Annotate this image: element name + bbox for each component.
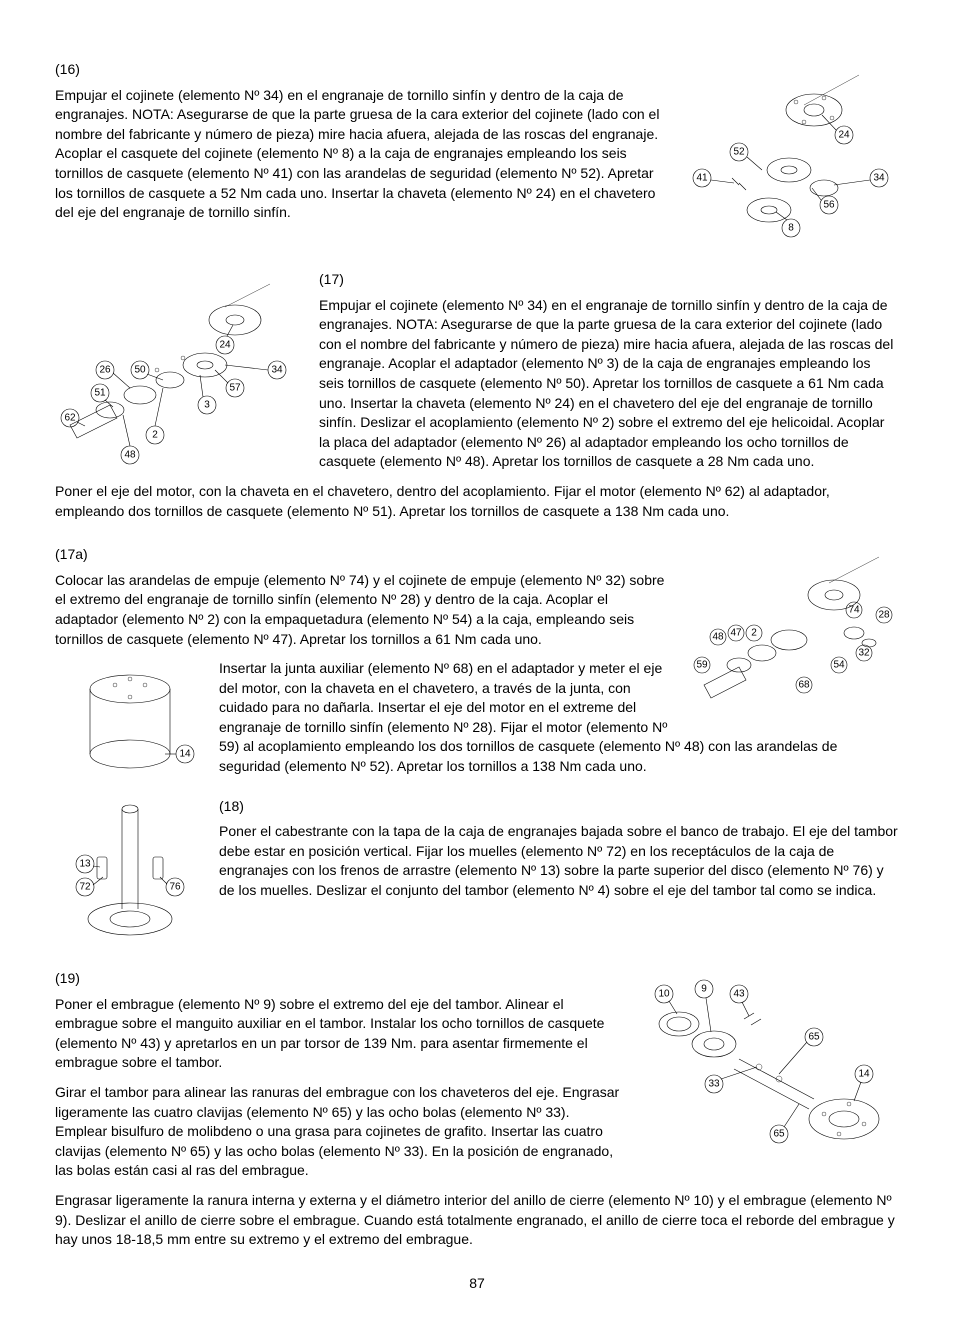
callout-76: 76: [169, 882, 181, 893]
callout-48: 48: [124, 450, 136, 461]
callout-3: 3: [204, 400, 210, 411]
callout-50: 50: [134, 365, 146, 376]
callout-24: 24: [838, 130, 850, 141]
callout-65: 65: [808, 1032, 820, 1043]
callout-26: 26: [99, 365, 111, 376]
callout-8: 8: [788, 223, 794, 234]
callout-57: 57: [229, 383, 241, 394]
figure-16: 24 52 41 34 56 8: [684, 60, 899, 250]
callout-74: 74: [848, 605, 860, 616]
callout-9: 9: [701, 984, 707, 995]
callout-34b: 34: [271, 365, 283, 376]
callout-2: 2: [152, 430, 158, 441]
figure-17: 24 26 50 51 62 2 48 34 57 3: [55, 270, 305, 470]
page-number: 87: [55, 1274, 899, 1294]
step-19-p3: Engrasar ligeramente la ranura interna y…: [55, 1191, 899, 1250]
section-19: 10 9 43 65 33 14 65 (19) Poner el embrag…: [55, 969, 899, 1260]
callout-54: 54: [833, 660, 845, 671]
callout-59: 59: [696, 660, 708, 671]
callout-48b: 48: [712, 632, 724, 643]
callout-14b: 14: [858, 1069, 870, 1080]
callout-52: 52: [733, 147, 745, 158]
callout-51: 51: [94, 388, 106, 399]
callout-65b: 65: [773, 1129, 785, 1140]
figure-19: 10 9 43 65 33 14 65: [639, 969, 899, 1169]
callout-72: 72: [79, 882, 91, 893]
callout-10: 10: [658, 989, 670, 1000]
callout-62: 62: [64, 413, 76, 424]
section-16: 24 52 41 34 56 8 (16) Empujar el cojinet…: [55, 60, 899, 256]
figure-17a: 74 28 2 47 48 32 54 59 68: [684, 545, 899, 715]
callout-68: 68: [798, 680, 810, 691]
callout-32: 32: [858, 648, 870, 659]
callout-56: 56: [823, 200, 835, 211]
callout-43: 43: [733, 989, 745, 1000]
step-17-p2: Poner el eje del motor, con la chaveta e…: [55, 482, 899, 521]
callout-33: 33: [708, 1079, 720, 1090]
callout-47: 47: [730, 628, 742, 639]
callout-24b: 24: [219, 340, 231, 351]
callout-41: 41: [696, 173, 708, 184]
callout-13: 13: [79, 859, 91, 870]
section-17: 24 26 50 51 62 2 48 34 57 3: [55, 270, 899, 531]
callout-34: 34: [873, 173, 885, 184]
section-17a: 74 28 2 47 48 32 54 59 68 (17a) Colocar …: [55, 545, 899, 955]
callout-14: 14: [179, 749, 191, 760]
figure-18: 14 13 72 76: [55, 659, 205, 949]
callout-28: 28: [878, 610, 890, 621]
callout-2b: 2: [751, 628, 757, 639]
